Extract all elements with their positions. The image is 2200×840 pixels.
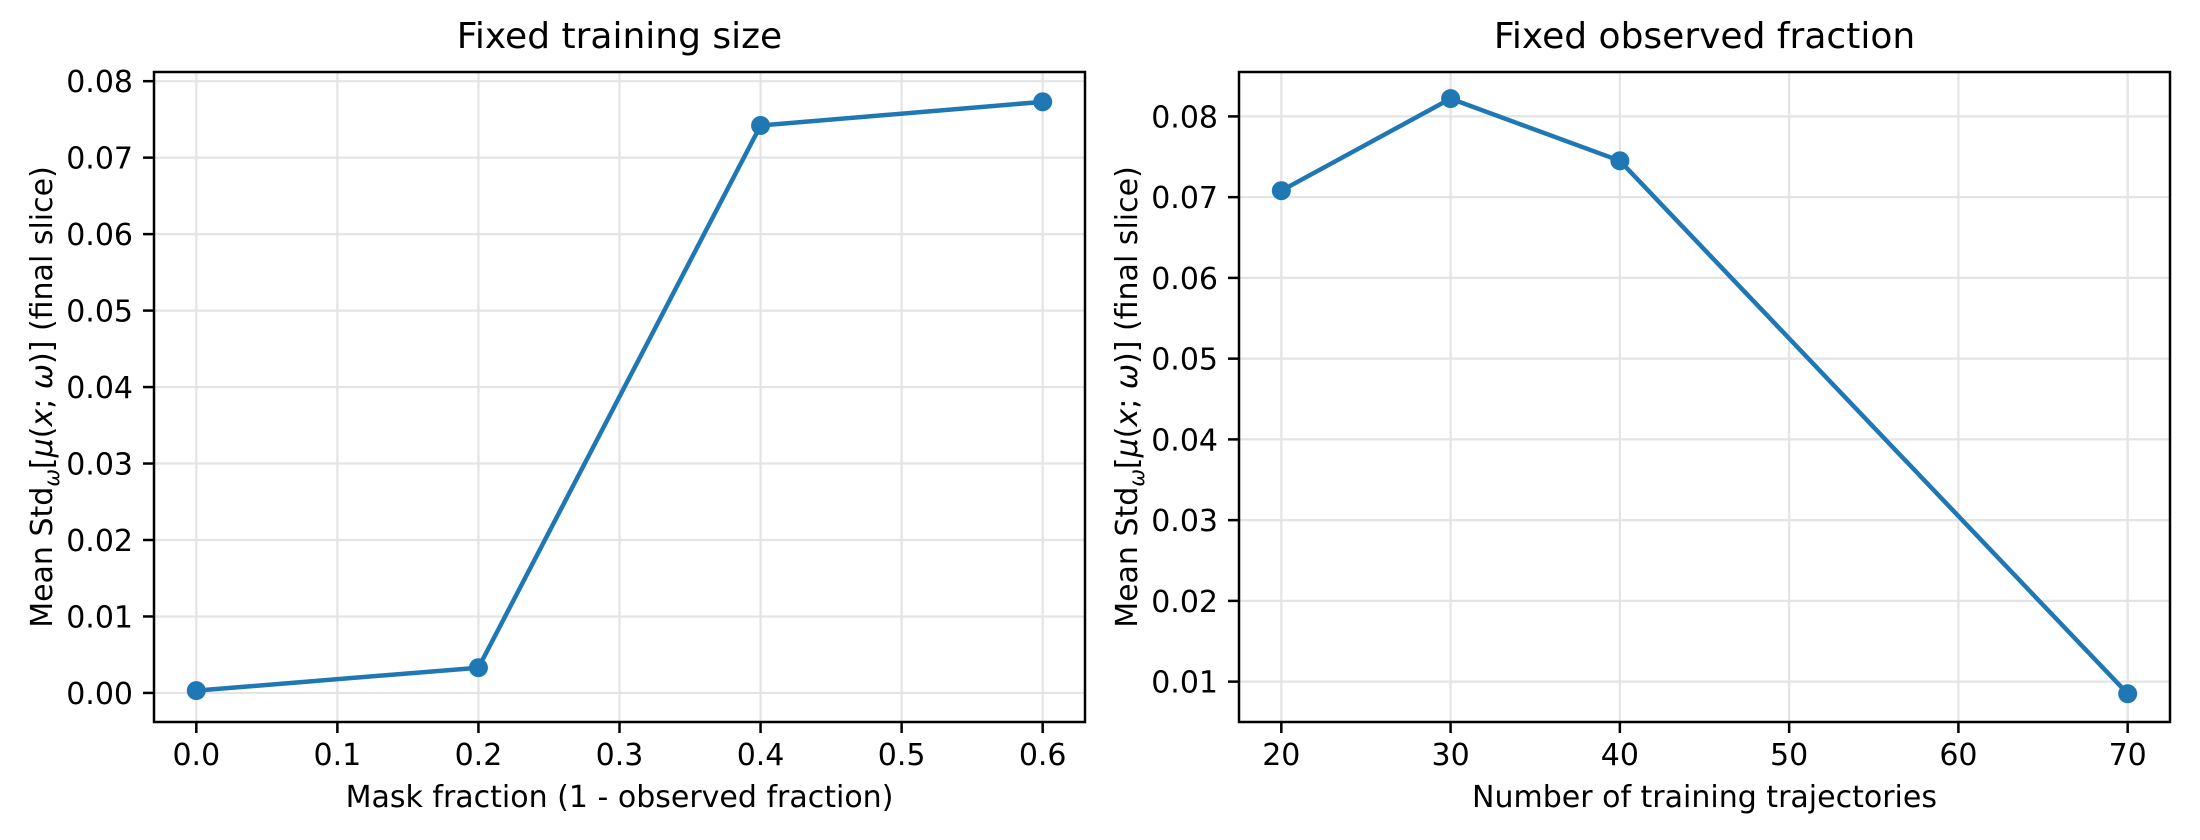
y-axis-label-part: )] (final slice) bbox=[25, 166, 60, 364]
x-tick-label: 60 bbox=[1939, 738, 1977, 773]
left-chart-title: Fixed training size bbox=[456, 16, 783, 57]
y-axis-label-part: μ bbox=[1110, 438, 1145, 458]
x-tick-label: 70 bbox=[2109, 738, 2147, 773]
data-point bbox=[2118, 684, 2138, 704]
right-y-axis-label: Mean Stdω[μ(x; ω)] (final slice) bbox=[1106, 72, 1150, 722]
y-axis-label-part: x bbox=[1110, 408, 1145, 427]
axes-spines bbox=[1237, 70, 2172, 724]
data-line bbox=[1280, 96, 2130, 696]
y-axis-label-part: Mean Std bbox=[25, 486, 60, 628]
y-axis-label-part: ω bbox=[25, 364, 60, 390]
right-x-axis-label: Number of training trajectories bbox=[1472, 780, 1937, 815]
x-tick-label: 30 bbox=[1431, 738, 1469, 773]
left-x-axis-label: Mask fraction (1 - observed fraction) bbox=[345, 780, 894, 815]
y-axis-label-part: ( bbox=[1110, 426, 1145, 439]
y-tick-label: 0.02 bbox=[1151, 585, 1218, 620]
y-axis-label-part: ; bbox=[25, 389, 60, 409]
right-chart-title: Fixed observed fraction bbox=[1493, 16, 1916, 57]
x-tick-label: 0.6 bbox=[1019, 738, 1067, 773]
data-point bbox=[1033, 92, 1053, 112]
x-tick-label: 0.4 bbox=[737, 738, 785, 773]
y-tick-label: 0.03 bbox=[66, 448, 133, 483]
y-axis-label-part: ω bbox=[1110, 364, 1145, 390]
y-axis-label-part: ω bbox=[40, 469, 64, 487]
y-tick-label: 0.04 bbox=[1151, 423, 1218, 458]
x-tick-label: 20 bbox=[1262, 738, 1300, 773]
x-tick-label: 0.3 bbox=[596, 738, 644, 773]
y-tick-label: 0.04 bbox=[66, 371, 133, 406]
y-axis-label-part: ω bbox=[1125, 469, 1149, 487]
data-point bbox=[751, 116, 771, 136]
y-tick-label: 0.01 bbox=[66, 600, 133, 635]
y-tick-label: 0.08 bbox=[1151, 100, 1218, 135]
y-tick-label: 0.05 bbox=[66, 295, 133, 330]
y-tick-label: 0.02 bbox=[66, 524, 133, 559]
y-axis-label-part: [ bbox=[25, 457, 60, 470]
x-tick-label: 40 bbox=[1601, 738, 1639, 773]
y-tick-label: 0.06 bbox=[1151, 262, 1218, 297]
y-tick-label: 0.03 bbox=[1151, 504, 1218, 539]
y-tick-label: 0.06 bbox=[66, 218, 133, 253]
data-point bbox=[1610, 151, 1630, 171]
y-axis-label-part: ; bbox=[1110, 389, 1145, 409]
y-axis-label-part: Mean Std bbox=[1110, 486, 1145, 628]
data-line bbox=[196, 99, 1043, 693]
x-tick-label: 50 bbox=[1770, 738, 1808, 773]
x-tick-label: 0.5 bbox=[878, 738, 926, 773]
y-tick-label: 0.07 bbox=[66, 142, 133, 177]
y-axis-label-part: x bbox=[25, 408, 60, 427]
data-point bbox=[1271, 181, 1291, 201]
x-tick-label: 0.1 bbox=[314, 738, 362, 773]
y-tick-label: 0.08 bbox=[66, 65, 133, 100]
y-axis-label-part: [ bbox=[1110, 457, 1145, 470]
y-axis-label-part: )] (final slice) bbox=[1110, 166, 1145, 364]
left-y-axis-label: Mean Stdω[μ(x; ω)] (final slice) bbox=[21, 72, 65, 722]
y-axis-label-part: μ bbox=[25, 438, 60, 458]
y-tick-label: 0.00 bbox=[66, 677, 133, 712]
y-tick-label: 0.05 bbox=[1151, 343, 1218, 378]
data-point bbox=[1441, 89, 1461, 109]
x-tick-label: 0.0 bbox=[172, 738, 220, 773]
x-tick-label: 0.2 bbox=[455, 738, 503, 773]
data-point bbox=[186, 681, 206, 701]
data-point bbox=[468, 658, 488, 678]
y-tick-label: 0.07 bbox=[1151, 181, 1218, 216]
y-axis-label-part: ( bbox=[25, 426, 60, 439]
y-tick-label: 0.01 bbox=[1151, 666, 1218, 701]
